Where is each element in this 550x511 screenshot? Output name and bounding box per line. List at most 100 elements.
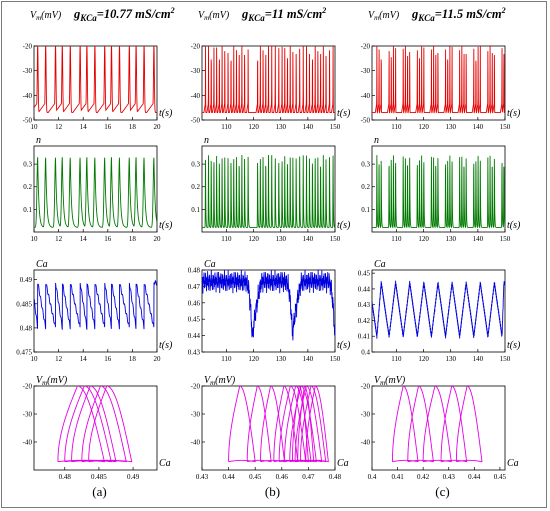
series-line-b-phase-9 <box>305 386 329 463</box>
y-axis-label: n <box>36 135 41 146</box>
x-tick-label: 0.41 <box>391 473 404 481</box>
y-tick-label: -20 <box>191 383 201 391</box>
y-tick-label: 0.43 <box>188 349 201 357</box>
x-tick-label: 120 <box>248 235 259 243</box>
x-tick-label: 12 <box>55 355 63 363</box>
y-tick-label: 0.4 <box>361 349 370 357</box>
axes-frame <box>201 269 336 353</box>
x-tick-label: 140 <box>473 355 484 363</box>
y-tick-label: 0.1 <box>23 206 32 214</box>
x-tick-label: 140 <box>303 123 314 131</box>
x-tick-label: 140 <box>303 235 314 243</box>
caption-1: (b) <box>265 484 280 499</box>
y-tick-label: -50 <box>23 117 33 125</box>
series-line-b-phase-2 <box>260 386 285 463</box>
x-axis-label: Ca <box>159 458 171 469</box>
x-tick-label: 140 <box>473 235 484 243</box>
y-tick-label: 0.42 <box>358 317 371 325</box>
x-axis-label: t(s) <box>159 108 173 119</box>
series-line-a-phase-4 <box>88 386 133 463</box>
y-tick-label: 0.2 <box>191 183 200 191</box>
x-axis-label: t(s) <box>159 220 173 231</box>
x-tick-label: 0.44 <box>222 473 235 481</box>
series-line-a-n-0 <box>34 157 157 228</box>
header-parameter-0: gKCa=10.77 mS/cm2 <box>73 6 175 23</box>
x-axis-label: t(s) <box>507 220 521 231</box>
series-line-c-vm-0 <box>372 46 505 114</box>
y-tick-label: 0.485 <box>16 300 32 308</box>
caption-2: (c) <box>435 484 449 499</box>
y-tick-label: 0.1 <box>361 206 370 214</box>
series-line-c-phase-2 <box>422 386 452 463</box>
panel-b-n: 110 120 130 140 150 0.1 0.2 0.3 n t(s) <box>191 135 351 243</box>
panel-c-vm: 110 120 130 140 150 -50 -40 -30 -20 t(s) <box>361 43 521 132</box>
series-line-a-vm-0 <box>34 46 157 114</box>
y-tick-label: 0.3 <box>361 161 370 169</box>
x-tick-label: 0.49 <box>127 473 140 481</box>
axes-frame <box>201 385 336 471</box>
x-tick-label: 0.47 <box>302 473 315 481</box>
x-tick-label: 150 <box>500 235 511 243</box>
axes-frame <box>33 145 158 233</box>
x-tick-label: 130 <box>275 355 286 363</box>
y-axis-label: Vm(mV) <box>374 375 406 387</box>
series-line-c-n-0 <box>372 155 505 229</box>
header-vm-label-0: Vm(mV) <box>30 10 62 22</box>
y-tick-label: 0.475 <box>16 349 32 357</box>
axes-frame <box>371 45 506 121</box>
x-tick-label: 0.4 <box>368 473 377 481</box>
x-tick-label: 110 <box>391 235 402 243</box>
x-tick-label: 12 <box>55 123 63 131</box>
x-tick-label: 150 <box>330 123 341 131</box>
axes-frame <box>371 385 506 471</box>
panel-a-n: 10 12 14 16 18 20 0.1 0.2 0.3 n t(s) <box>23 135 173 243</box>
x-tick-label: 20 <box>154 123 162 131</box>
series-line-b-phase-1 <box>246 386 272 463</box>
x-tick-label: 0.43 <box>196 473 209 481</box>
x-tick-label: 130 <box>445 235 456 243</box>
y-tick-label: -40 <box>23 92 33 100</box>
y-tick-label: -40 <box>361 439 371 447</box>
y-tick-label: 0.1 <box>191 206 200 214</box>
y-axis-label: Ca <box>374 259 386 270</box>
y-tick-label: 0.47 <box>188 283 201 291</box>
series-line-a-phase-3 <box>81 386 127 463</box>
series-line-b-phase-0 <box>228 386 256 463</box>
x-tick-label: 140 <box>473 123 484 131</box>
x-tick-label: 110 <box>391 123 402 131</box>
panel-b-ca: 110 120 130 140 150 0.43 0.44 0.45 0.46 0.47 0.48C… <box>188 259 351 363</box>
x-tick-label: 150 <box>500 123 511 131</box>
y-tick-label: 0.45 <box>358 270 371 278</box>
y-tick-label: -40 <box>191 439 201 447</box>
axes-frame <box>371 269 506 353</box>
x-tick-label: 110 <box>221 235 232 243</box>
x-tick-label: 0.48 <box>329 473 342 481</box>
y-tick-label: -30 <box>23 411 33 419</box>
x-tick-label: 0.48 <box>59 473 72 481</box>
x-tick-label: 16 <box>104 235 112 243</box>
x-tick-label: 12 <box>55 235 63 243</box>
x-tick-label: 10 <box>31 235 39 243</box>
y-tick-label: 0.44 <box>188 332 201 340</box>
axes-frame <box>201 145 336 233</box>
panel-c-n: 110 120 130 140 150 0.1 0.2 0.3 n t(s) <box>361 135 521 243</box>
x-tick-label: 120 <box>418 235 429 243</box>
x-tick-label: 20 <box>154 355 162 363</box>
y-axis-label: n <box>204 135 209 146</box>
series-line-b-phase-11 <box>297 386 315 463</box>
y-tick-label: -40 <box>23 439 33 447</box>
y-tick-label: 0.3 <box>191 161 200 169</box>
series-line-b-phase-10 <box>291 386 309 463</box>
x-tick-label: 18 <box>129 235 137 243</box>
y-axis-label: Vm(mV) <box>36 375 68 387</box>
x-tick-label: 110 <box>221 355 232 363</box>
y-tick-label: 0.48 <box>188 267 201 275</box>
x-axis-label: t(s) <box>337 340 351 351</box>
header-parameter-1: gKCa=11 mS/cm2 <box>241 6 326 23</box>
x-tick-label: 16 <box>104 355 112 363</box>
y-tick-label: -50 <box>191 117 201 125</box>
